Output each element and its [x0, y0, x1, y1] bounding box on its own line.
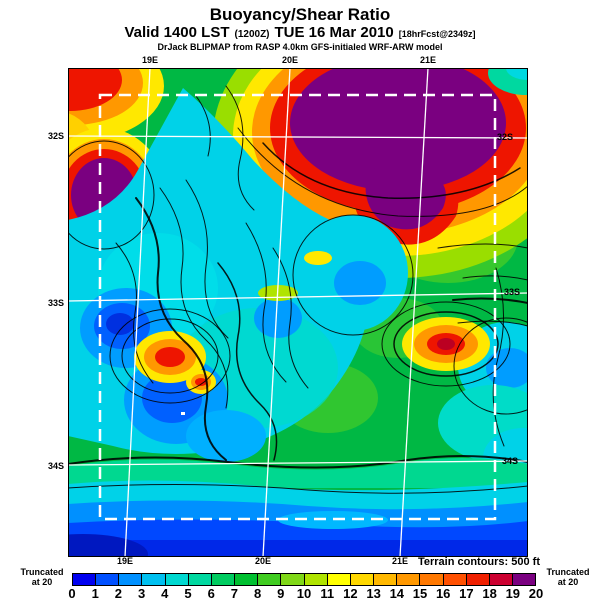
terrain-contour-note: Terrain contours: 500 ft [417, 556, 540, 568]
colorbar [72, 573, 536, 586]
colorbar-cell [165, 574, 189, 585]
colorbar-cell [512, 574, 536, 585]
lat-label-left-33s: 33S [47, 298, 64, 308]
model-credit: DrJack BLIPMAP from RASP 4.0km GFS-initi… [157, 42, 443, 52]
truncated-left-line1: Truncated [20, 567, 64, 577]
truncated-left-line2: at 20 [31, 577, 53, 587]
colorbar-tick-label: 3 [137, 586, 146, 600]
colorbar-tick-label: 15 [412, 586, 428, 600]
truncated-right-line2: at 20 [557, 577, 579, 587]
lon-label-top-20e: 20E [281, 55, 299, 65]
colorbar-cell [443, 574, 467, 585]
colorbar-cell [489, 574, 513, 585]
colorbar-ticks: 0 1 2 3 4 5 6 7 8 9 10 11 12 13 14 15 16 17 18 19 20 [68, 586, 543, 600]
colorbar-cell [304, 574, 328, 585]
page-title: Buoyancy/Shear Ratio [209, 5, 391, 24]
colorbar-tick-label: 19 [505, 586, 521, 600]
colorbar-tick-label: 16 [435, 586, 451, 600]
colorbar-cell [397, 574, 421, 585]
bottom-blue-bands [68, 412, 528, 557]
colorbar-cell [73, 574, 97, 585]
map-area [68, 68, 528, 557]
init-time: (1200Z) [234, 29, 270, 40]
lon-label-bottom-19e: 19E [116, 556, 134, 566]
truncated-right-line1: Truncated [546, 567, 590, 577]
colorbar-cell [281, 574, 305, 585]
valid-time: Valid 1400 LST [124, 24, 230, 41]
lat-label-left-32s: 32S [47, 131, 64, 141]
terrain-contours [68, 85, 528, 494]
colorbar-cell [235, 574, 259, 585]
colorbar-tick-label: 4 [161, 586, 169, 600]
colorbar-cell [142, 574, 166, 585]
colorbar-tick-label: 12 [343, 586, 358, 600]
colorbar-tick-label: 13 [366, 586, 381, 600]
colorbar-tick-label: 20 [528, 586, 544, 600]
lon-label-bottom-21e: 21E [391, 556, 409, 566]
colorbar-truncated-right-note: Truncated at 20 [536, 567, 600, 587]
colorbar-cell [211, 574, 236, 585]
lat-label-right-32s: 32S [497, 132, 514, 142]
colorbar-tick-label: 10 [296, 586, 312, 600]
colorbar-tick-label: 7 [230, 586, 239, 600]
colorbar-tick-label: 9 [277, 586, 285, 600]
colorbar-tick-label: 2 [114, 586, 123, 600]
forecast-info: [18hrFcst@2349z] [398, 29, 476, 39]
colorbar-cell [258, 574, 282, 585]
colorbar-cell [350, 574, 375, 585]
lat-label-right-33s: 33S [504, 287, 521, 297]
colorbar-tick-label: 17 [459, 586, 474, 600]
colorbar-tick-label: 0 [68, 586, 76, 600]
colorbar-tick-label: 6 [207, 586, 215, 600]
lon-label-bottom-20e: 20E [254, 556, 272, 566]
colorbar-tick-label: 1 [91, 586, 99, 600]
buoyancy-shear-field [68, 68, 528, 557]
colorbar-tick-label: 8 [253, 586, 262, 600]
colorbar-tick-label: 5 [184, 586, 192, 600]
valid-time-line: Valid 1400 LST (1200Z) TUE 16 Mar 2010 [… [0, 24, 600, 41]
inner-domain-boundary [98, 93, 497, 521]
colorbar-cell [374, 574, 398, 585]
lat-label-left-34s: 34S [47, 461, 64, 471]
colorbar-truncated-left-note: Truncated at 20 [10, 567, 74, 587]
colorbar-cell [96, 574, 120, 585]
map-frame [68, 68, 528, 557]
colorbar-tick-label: 14 [389, 586, 405, 600]
valid-date: TUE 16 Mar 2010 [274, 24, 394, 41]
colorbar-cell [119, 574, 143, 585]
hot-spots [134, 251, 490, 394]
lon-label-top-21e: 21E [419, 55, 437, 65]
colorbar-cell [420, 574, 444, 585]
colorbar-tick-label: 18 [482, 586, 497, 600]
latlon-gridlines [68, 68, 528, 557]
colorbar-tick-label: 11 [320, 586, 335, 600]
lat-label-right-34s: 34S [502, 456, 519, 466]
colorbar-cell [466, 574, 490, 585]
lon-label-top-19e: 19E [141, 55, 159, 65]
colorbar-cell [327, 574, 351, 585]
colorbar-cell [188, 574, 212, 585]
